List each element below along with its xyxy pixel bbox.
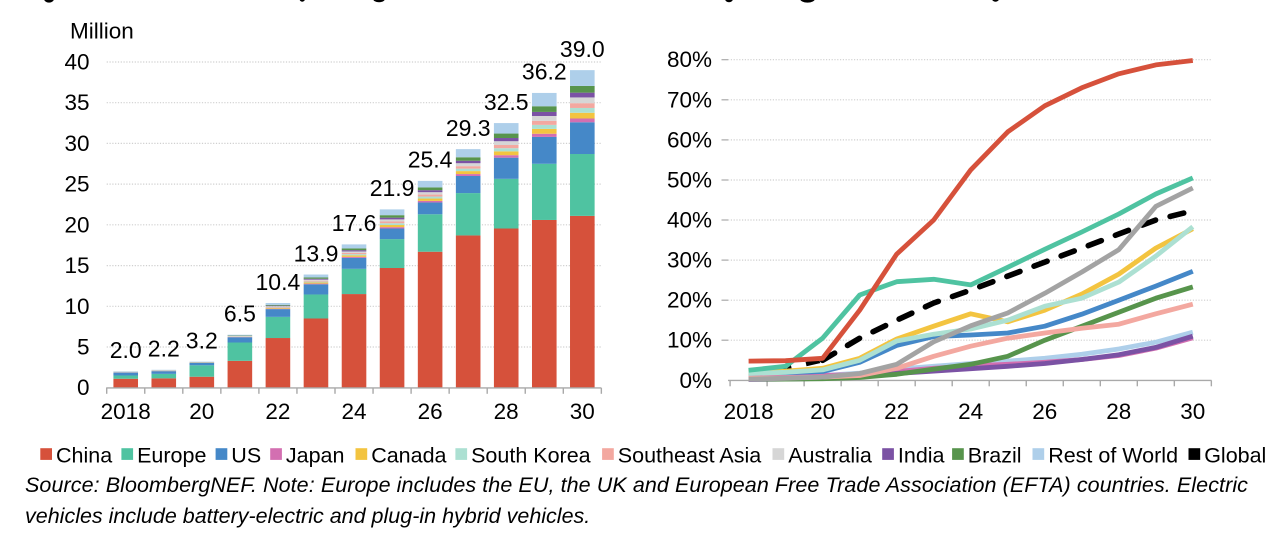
svg-text:30: 30 [1180,399,1205,424]
svg-text:Source: BloombergNEF. Note: Eu: Source: BloombergNEF. Note: Europe inclu… [25,473,1248,497]
svg-text:South Korea: South Korea [471,443,591,467]
svg-text:0: 0 [77,375,90,400]
svg-text:80%: 80% [667,47,712,72]
svg-text:28: 28 [1106,399,1131,424]
svg-text:20%: 20% [667,288,712,313]
svg-text:15: 15 [64,253,89,278]
svg-text:Japan: Japan [286,443,345,467]
svg-text:30: 30 [570,399,595,424]
svg-text:Australia: Australia [788,443,872,467]
svg-text:20: 20 [189,399,214,424]
svg-text:39.0: 39.0 [560,36,605,62]
svg-text:Southeast Asia: Southeast Asia [618,443,761,467]
svg-text:10.4: 10.4 [256,269,301,295]
svg-text:US: US [231,443,261,467]
svg-text:60%: 60% [667,127,712,152]
svg-text:22: 22 [265,399,290,424]
svg-text:30%: 30% [667,248,712,273]
svg-text:5: 5 [77,335,90,360]
svg-text:0%: 0% [679,368,712,393]
svg-text:Europe: Europe [137,443,206,467]
svg-text:29.3: 29.3 [446,115,491,141]
svg-text:32.5: 32.5 [484,89,529,115]
svg-text:36.2: 36.2 [522,59,567,85]
svg-text:17.6: 17.6 [332,210,377,236]
svg-text:6.5: 6.5 [224,301,256,327]
svg-text:2.0: 2.0 [110,337,142,363]
svg-text:2018: 2018 [724,399,774,424]
svg-text:10: 10 [64,294,89,319]
svg-text:35: 35 [64,90,89,115]
svg-text:70%: 70% [667,87,712,112]
svg-text:Global: Global [1204,443,1266,467]
svg-text:50%: 50% [667,168,712,193]
svg-text:25: 25 [64,172,89,197]
svg-text:40: 40 [64,50,89,75]
svg-text:20: 20 [810,399,835,424]
svg-text:24: 24 [341,399,366,424]
svg-text:22: 22 [884,399,909,424]
svg-text:24: 24 [958,399,983,424]
svg-text:13.9: 13.9 [294,240,339,266]
svg-text:25.4: 25.4 [408,147,453,173]
svg-text:20: 20 [64,212,89,237]
svg-text:2018: 2018 [101,399,151,424]
svg-text:40%: 40% [667,208,712,233]
svg-text:28: 28 [494,399,519,424]
svg-text:3.2: 3.2 [186,327,218,353]
svg-text:21.9: 21.9 [370,175,415,201]
svg-text:30: 30 [64,131,89,156]
svg-text:Brazil: Brazil [968,443,1022,467]
svg-text:Rest of World: Rest of World [1048,443,1178,467]
svg-text:China: China [56,443,112,467]
svg-text:10%: 10% [667,328,712,353]
svg-text:26: 26 [1032,399,1057,424]
svg-text:Million: Million [70,19,134,44]
svg-text:26: 26 [418,399,443,424]
svg-text:India: India [898,443,945,467]
svg-text:2.2: 2.2 [148,336,180,362]
svg-text:Canada: Canada [371,443,446,467]
svg-text:vehicles include battery-elect: vehicles include battery-electric and pl… [25,504,590,528]
